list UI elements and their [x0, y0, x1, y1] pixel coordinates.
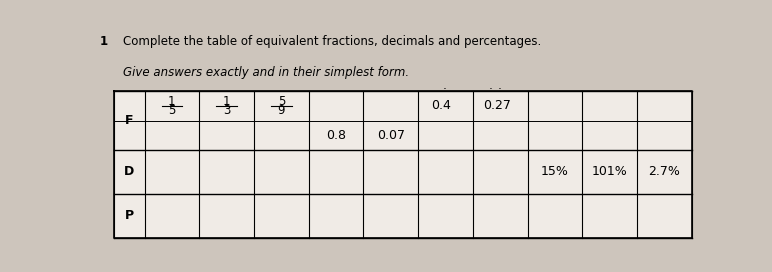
Text: D: D — [124, 165, 134, 178]
Text: 9: 9 — [278, 104, 285, 116]
Text: 0.07: 0.07 — [377, 129, 405, 142]
Text: 0.27: 0.27 — [483, 100, 512, 112]
Text: 15%: 15% — [541, 165, 569, 178]
Text: 3: 3 — [223, 104, 230, 116]
Text: 1: 1 — [223, 95, 230, 108]
Text: 101%: 101% — [592, 165, 628, 178]
Text: 0.4: 0.4 — [432, 100, 451, 112]
Text: 1: 1 — [168, 95, 176, 108]
Text: Give answers exactly and in their simplest form.: Give answers exactly and in their simple… — [124, 66, 410, 79]
Text: 1: 1 — [100, 35, 107, 48]
Text: 5: 5 — [278, 95, 285, 108]
Text: F: F — [125, 114, 134, 127]
Text: 0.8: 0.8 — [326, 129, 346, 142]
Text: 2.7%: 2.7% — [648, 165, 680, 178]
FancyBboxPatch shape — [114, 91, 692, 238]
Text: 5: 5 — [168, 104, 175, 116]
Text: Complete the table of equivalent fractions, decimals and percentages.: Complete the table of equivalent fractio… — [124, 35, 542, 48]
Text: P: P — [125, 209, 134, 222]
